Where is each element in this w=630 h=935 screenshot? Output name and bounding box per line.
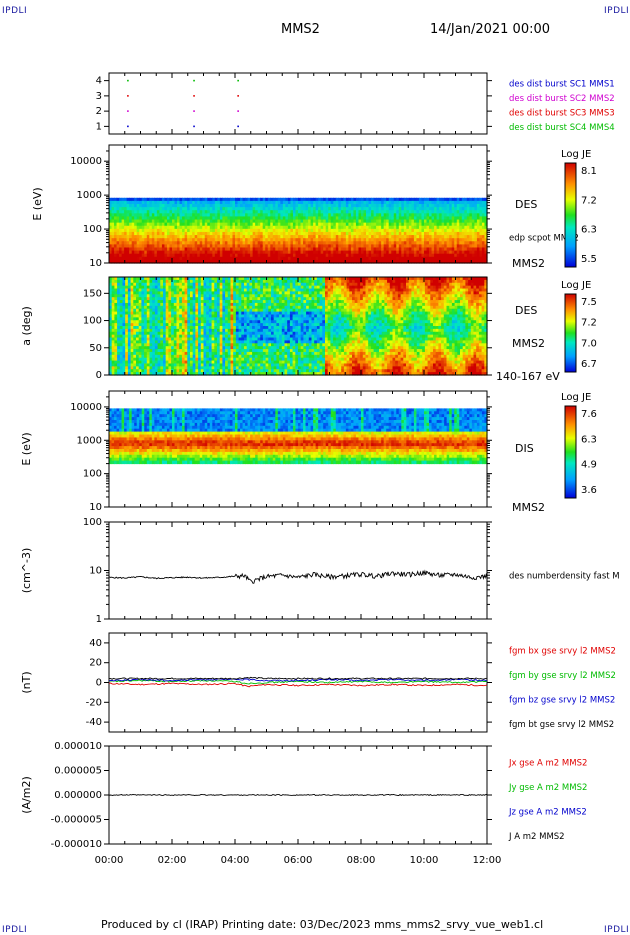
burst-legend-entry: des dist burst SC3 MMS3 — [509, 109, 615, 119]
des-energy-y-tick-label: 10 — [89, 258, 102, 269]
des-energy-y-tick-label: 10000 — [70, 156, 102, 167]
des-energy-colorbar-tick-label: 8.1 — [581, 166, 597, 177]
burst-legend-entry: des dist burst SC2 MMS2 — [509, 94, 615, 104]
des-energy-colorbar-tick-label: 6.3 — [581, 225, 597, 236]
burst-point — [127, 110, 129, 112]
burst-y-tick-label: 2 — [96, 106, 102, 117]
burst-point — [237, 126, 239, 128]
burst-point — [237, 110, 239, 112]
burst-y-tick-label: 1 — [96, 121, 102, 132]
des-energy-colorbar-title: Log JE — [561, 149, 591, 160]
des-energy-spacecraft-label: MMS2 — [512, 257, 545, 270]
des-energy-y-tick-label: 100 — [83, 224, 102, 235]
des-energy-instrument-label: DES — [515, 198, 537, 211]
burst-panel-frame — [109, 73, 487, 134]
burst-point — [127, 80, 129, 82]
burst-point — [193, 80, 195, 82]
burst-point — [237, 95, 239, 97]
burst-legend-entry: des dist burst SC1 MMS1 — [509, 80, 615, 90]
des-energy-colorbar-tick-label: 7.2 — [581, 195, 597, 206]
burst-point — [193, 110, 195, 112]
burst-point — [193, 126, 195, 128]
des-energy-axis-label: E (eV) — [31, 187, 44, 220]
des-energy-colorbar-tick-label: 5.5 — [581, 254, 597, 265]
burst-legend-entry: des dist burst SC4 MMS4 — [509, 123, 615, 133]
burst-point — [193, 95, 195, 97]
burst-point — [127, 126, 129, 128]
des-energy-y-tick-label: 1000 — [77, 190, 102, 201]
burst-point — [237, 80, 239, 82]
des-energy-colorbar — [565, 163, 576, 267]
burst-y-tick-label: 4 — [96, 76, 102, 87]
burst-y-tick-label: 3 — [96, 91, 102, 102]
burst-point — [127, 95, 129, 97]
